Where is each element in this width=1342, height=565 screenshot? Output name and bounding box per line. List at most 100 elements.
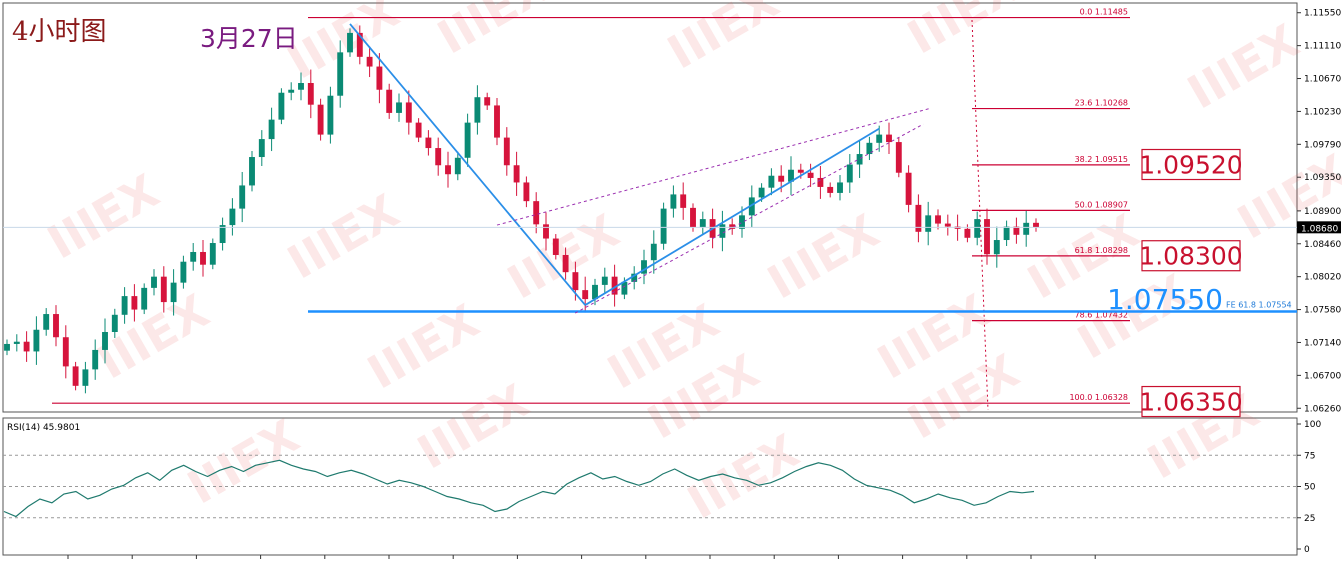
fib-level-label: 61.8 1.08298 <box>1075 246 1128 255</box>
watermark-logo-4: IIIEX <box>1179 14 1308 120</box>
watermark-logo-17: IIIEX <box>409 374 538 480</box>
candle-body-2 <box>24 342 30 352</box>
candle-body-68 <box>670 194 676 208</box>
candle-body-26 <box>259 139 265 157</box>
candle-body-20 <box>200 252 206 265</box>
candle-body-87 <box>857 154 863 164</box>
candle-body-19 <box>190 252 196 262</box>
candle-body-52 <box>514 165 520 182</box>
candle-body-45 <box>445 165 451 174</box>
candle-body-86 <box>847 165 853 183</box>
candle-body-37 <box>367 57 373 67</box>
candle-body-96 <box>945 224 951 227</box>
price-tick-label: 1.11110 <box>1304 42 1341 52</box>
rsi-label: RSI(14) 45.9801 <box>7 423 80 433</box>
candle-body-21 <box>210 243 216 265</box>
candle-body-9 <box>92 350 98 369</box>
candle-body-89 <box>876 135 882 143</box>
candle-body-79 <box>778 176 784 182</box>
candle-body-23 <box>229 209 235 225</box>
candle-body-41 <box>406 102 412 122</box>
candle-body-61 <box>602 277 608 285</box>
price-tick-label: 1.10230 <box>1304 107 1341 117</box>
candle-body-33 <box>327 96 333 135</box>
channel-lower-line <box>575 124 923 313</box>
price-tick-label: 1.08020 <box>1304 273 1341 283</box>
price-tick-label: 1.09790 <box>1304 140 1341 150</box>
rsi-tick-label: 50 <box>1304 483 1316 493</box>
key-level-label: 1.09520 <box>1139 151 1242 180</box>
key-level-label: 1.08300 <box>1139 242 1242 271</box>
fib-level-label: 0.0 1.11485 <box>1080 8 1128 17</box>
fib-vertical-dotted-line <box>972 20 988 410</box>
chart-title: 4小时图 <box>12 17 107 47</box>
candle-body-10 <box>102 332 108 350</box>
key-level-label: 1.07550 <box>1107 283 1223 316</box>
candle-body-70 <box>690 208 696 227</box>
candle-body-15 <box>151 277 157 288</box>
candle-body-55 <box>543 224 549 238</box>
candle-body-40 <box>396 102 402 112</box>
candle-body-27 <box>269 120 275 139</box>
candle-body-24 <box>239 185 245 208</box>
price-tick-label: 1.06700 <box>1304 371 1341 381</box>
watermark-logo-0: IIIEX <box>279 0 408 90</box>
candle-body-100 <box>984 219 990 254</box>
candle-body-105 <box>1033 223 1039 227</box>
price-tick-label: 1.10670 <box>1304 75 1341 85</box>
watermark-logo-16: IIIEX <box>179 409 308 515</box>
fib-expansion-label: FE 61.8 1.07554 <box>1226 301 1292 310</box>
candle-body-32 <box>318 105 324 135</box>
candle-body-53 <box>523 182 529 201</box>
candle-body-8 <box>82 369 88 385</box>
candle-body-102 <box>1004 227 1010 240</box>
candle-body-81 <box>798 170 804 173</box>
candle-body-17 <box>171 283 177 302</box>
candle-body-75 <box>739 215 745 228</box>
candle-body-66 <box>651 244 657 260</box>
watermark-logo-3: IIIEX <box>899 0 1028 65</box>
candle-body-71 <box>700 219 706 227</box>
fib-level-label: 38.2 1.09515 <box>1075 155 1128 164</box>
rsi-tick-label: 25 <box>1304 514 1315 524</box>
candle-body-18 <box>180 262 186 283</box>
down-trend-line <box>350 24 585 305</box>
watermark-logo-21: IIIEX <box>679 424 808 530</box>
candle-body-67 <box>661 209 667 244</box>
candle-body-39 <box>386 90 392 113</box>
candle-body-11 <box>112 315 118 332</box>
price-tick-label: 1.08460 <box>1304 240 1341 250</box>
candle-body-47 <box>465 123 471 158</box>
price-tick-label: 1.09350 <box>1304 173 1341 183</box>
current-price-label: 1.08680 <box>1301 224 1338 234</box>
watermark-logo-1: IIIEX <box>429 0 558 65</box>
candle-body-6 <box>63 337 69 366</box>
candle-body-59 <box>582 290 588 299</box>
rsi-tick-label: 75 <box>1304 451 1315 461</box>
candle-body-42 <box>416 123 422 138</box>
candle-body-90 <box>886 135 892 142</box>
candle-body-84 <box>827 187 833 193</box>
watermark-logo-8: IIIEX <box>759 204 888 310</box>
candle-body-51 <box>504 138 510 166</box>
candle-body-49 <box>484 97 490 105</box>
candle-body-5 <box>53 314 59 337</box>
date-annotation: 3月27日 <box>200 24 298 53</box>
rsi-series-line <box>4 460 1034 516</box>
candle-body-12 <box>122 296 128 315</box>
fib-level-label: 100.0 1.06328 <box>1069 393 1128 402</box>
price-tick-label: 1.08900 <box>1304 207 1341 217</box>
candle-body-29 <box>288 90 294 93</box>
candle-body-83 <box>817 178 823 187</box>
candle-body-43 <box>425 138 431 148</box>
candle-body-85 <box>837 182 843 192</box>
candle-body-30 <box>298 83 304 90</box>
candle-body-0 <box>4 344 10 351</box>
candle-body-104 <box>1023 223 1029 235</box>
candle-body-13 <box>131 296 137 309</box>
candle-body-14 <box>141 288 147 310</box>
candle-body-4 <box>43 314 49 330</box>
candle-body-31 <box>308 83 314 105</box>
